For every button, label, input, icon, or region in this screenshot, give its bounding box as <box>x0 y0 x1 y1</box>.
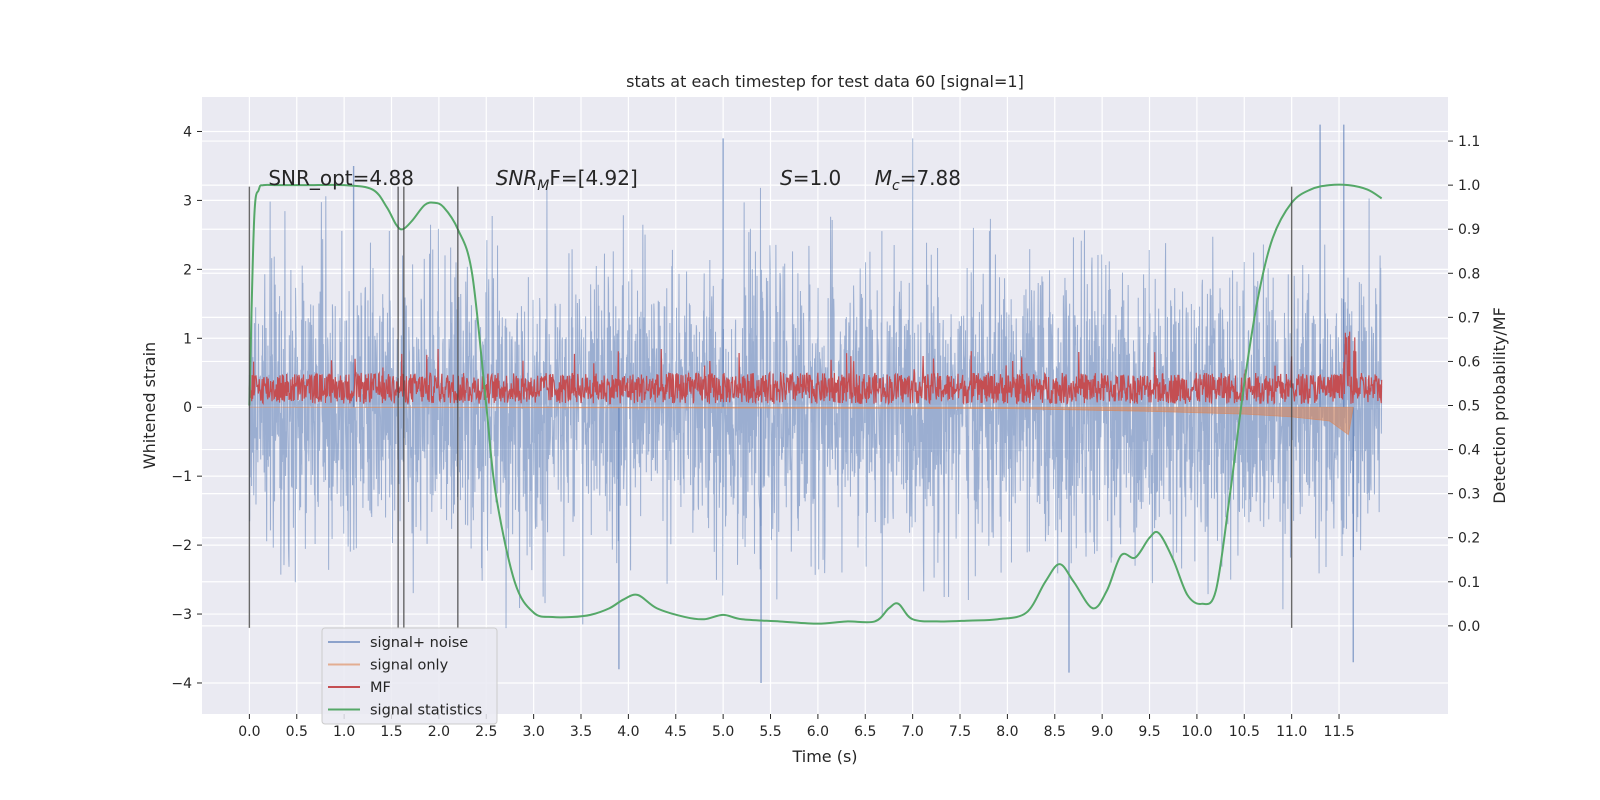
y-right-tick-label-5: 0.6 <box>1458 354 1480 370</box>
y-tick-label-0: 4 <box>183 124 192 140</box>
y-axis-right-label: Detection probability/MF <box>1490 307 1509 504</box>
y-right-tick-label-6: 0.5 <box>1458 399 1480 415</box>
y-tick-label-6: −2 <box>171 538 192 554</box>
series-signal-statistics <box>248 183 1383 625</box>
x-axis-label: Time (s) <box>791 747 857 766</box>
y-right-tick-label-0: 1.1 <box>1458 134 1480 150</box>
legend-box <box>321 627 498 725</box>
legend-label-2: MF <box>370 680 391 696</box>
legend-label-1: signal only <box>370 658 449 674</box>
x-tick-label-18: 9.0 <box>1091 724 1113 740</box>
y-tick-label-1: 3 <box>183 193 192 209</box>
series-signal-only <box>249 406 1354 436</box>
x-tick-label-7: 3.5 <box>570 724 592 740</box>
y-axis-label: Whitened strain <box>140 342 159 469</box>
y-right-tick-label-4: 0.7 <box>1458 310 1480 326</box>
y-tick-label-3: 1 <box>183 331 192 347</box>
x-tick-label-22: 11.0 <box>1276 724 1307 740</box>
y-right-tick-label-9: 0.2 <box>1458 531 1480 547</box>
series-signal-noise <box>248 138 1383 629</box>
x-tick-label-2: 1.0 <box>333 724 355 740</box>
x-tick-label-19: 9.5 <box>1138 724 1160 740</box>
y-right-tick-label-1: 1.0 <box>1458 178 1480 194</box>
x-tick-label-8: 4.0 <box>617 724 639 740</box>
legend: signal+ noise signal only MF signal statist… <box>321 627 498 725</box>
vertical-markers <box>248 186 1293 628</box>
y-tick-label-4: 0 <box>183 400 192 416</box>
annotation-2: S=1.0 <box>780 166 841 190</box>
x-tick-label-14: 7.0 <box>902 724 924 740</box>
y-right-tick-label-3: 0.8 <box>1458 266 1480 282</box>
x-tick-label-23: 11.5 <box>1323 724 1354 740</box>
x-tick-label-3: 1.5 <box>380 724 402 740</box>
series-mf <box>248 331 1383 406</box>
x-tick-label-20: 10.0 <box>1181 724 1212 740</box>
x-tick-label-0: 0.0 <box>238 724 260 740</box>
x-tick-label-6: 3.0 <box>523 724 545 740</box>
y-right-tick-label-10: 0.1 <box>1458 575 1480 591</box>
x-tick-label-12: 6.0 <box>807 724 829 740</box>
x-tick-label-10: 5.0 <box>712 724 734 740</box>
y-tick-label-8: −4 <box>171 676 192 692</box>
x-tick-label-9: 4.5 <box>665 724 687 740</box>
x-tick-label-5: 2.5 <box>475 724 497 740</box>
data-layer <box>248 124 1383 683</box>
x-tick-label-16: 8.0 <box>996 724 1018 740</box>
x-tick-label-4: 2.0 <box>428 724 450 740</box>
chart-title: stats at each timestep for test data 60 … <box>626 72 1024 91</box>
x-tick-label-13: 6.5 <box>854 724 876 740</box>
annotation-3: Mc=7.88 <box>875 166 961 194</box>
legend-label-0: signal+ noise <box>370 635 468 651</box>
annotation-1: SNRMF=[4.92] <box>496 166 638 194</box>
y-right-tick-label-8: 0.3 <box>1458 487 1480 503</box>
annotation-0: SNR_opt=4.88 <box>268 166 414 190</box>
annotations: SNR_opt=4.88 SNRMF=[4.92] S=1.0 Mc=7.88 <box>268 166 961 194</box>
axes: 0.0 0.5 1.0 1.5 2.0 2.5 3.0 3.5 4.0 4.5 5.0 5.5 6.0 6… <box>171 124 1480 740</box>
legend-label-3: signal statistics <box>370 703 482 719</box>
y-right-tick-label-2: 0.9 <box>1458 222 1480 238</box>
x-tick-label-15: 7.5 <box>949 724 971 740</box>
x-tick-label-11: 5.5 <box>759 724 781 740</box>
x-tick-label-1: 0.5 <box>286 724 308 740</box>
y-right-tick-label-11: 0.0 <box>1458 619 1480 635</box>
y-tick-label-7: −3 <box>171 607 192 623</box>
y-tick-label-5: −1 <box>171 469 192 485</box>
x-tick-label-21: 10.5 <box>1229 724 1260 740</box>
y-right-tick-label-7: 0.4 <box>1458 443 1480 459</box>
x-tick-label-17: 8.5 <box>1044 724 1066 740</box>
y-tick-label-2: 2 <box>183 262 192 278</box>
